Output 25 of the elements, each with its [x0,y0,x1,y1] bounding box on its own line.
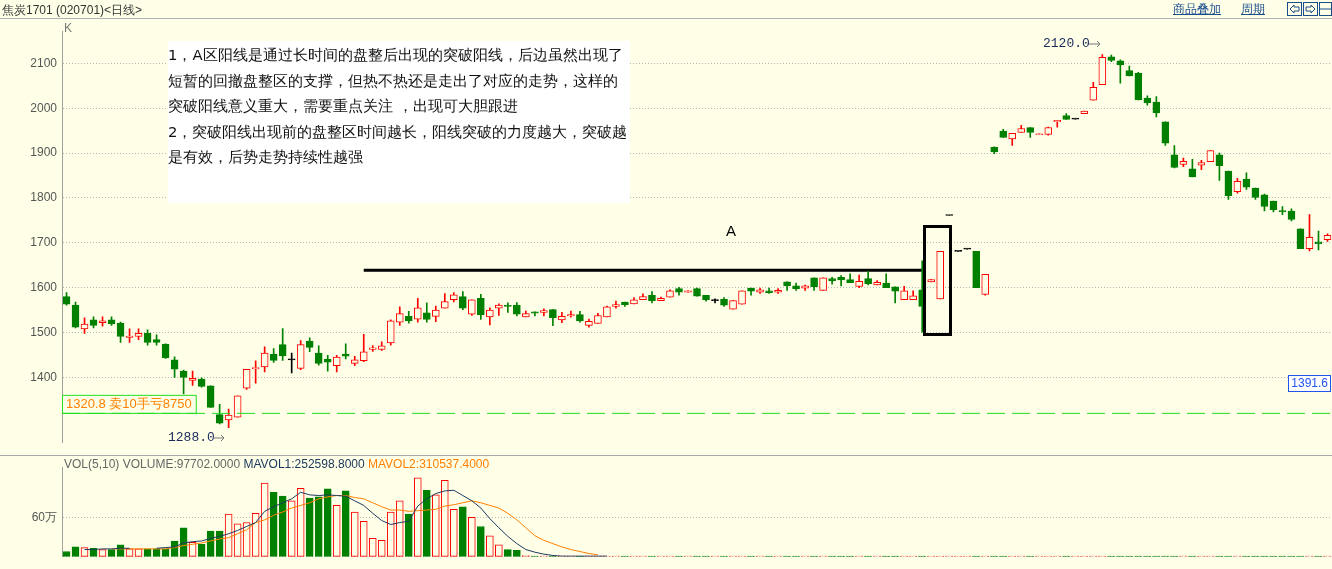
annotation: 2，突破阳线出现前的盘整区时间越长，阳线突破的力度越大，突破越是有效，后势走势持续性越强 [168,121,629,167]
y-tick-label: 1600 [30,279,58,294]
text: MAVOL2:310537.4000 [368,457,490,471]
text: 周期 [1241,1,1265,18]
y-tick-label: 60万 [31,509,57,524]
annotation: 1，A区阳线是通过长时间的盘整后出现的突破阳线，后边虽然出现了短暂的回撤盘整区的支撑，但热不热还是走出了对应的走势，这样的突破阳线意义重大，需要重点关注 ，出现可大胆跟进 [168,45,624,116]
annotation: 1391.6 [1288,375,1331,392]
chart-title: VOL(5,10) [64,457,121,471]
y-tick-label: 1400 [30,369,58,384]
ref-line-label: 1320.8 卖10手亏8750 [66,396,192,412]
text: MAVOL1:252598.8000 [243,457,366,471]
y-tick-label: 2000 [30,100,58,115]
y-tick-label: 2100 [30,55,58,70]
y-tick-label: 1500 [30,324,58,339]
y-tick-label: 1900 [30,145,58,160]
chart-title: 焦炭1701 (020701)<日线> [2,2,143,19]
text: 商品叠加 [1173,1,1221,18]
annotation: 2120.0 [1043,36,1090,51]
y-tick-label: 1800 [30,190,58,205]
series-label: VOLUME:97702.0000 [122,457,242,471]
annotation: K [64,21,73,35]
annotation: A [726,222,737,239]
annotation: 1288.0 [168,430,215,445]
note-box: 1，A区阳线是通过长时间的盘整后出现的突破阳线，后边虽然出现了短暂的回撤盘整区的支撑，但热不热还是走出了对应的走势，这样的突破阳线意义重大，需要重点关注 ，出现可大胆跟进 2，突破阳线出现前的盘整区时间越长，阳线突破的力度越大，突破越是有效，后势走势持续性越强 [168,41,630,203]
y-tick-label: 1700 [30,235,58,250]
